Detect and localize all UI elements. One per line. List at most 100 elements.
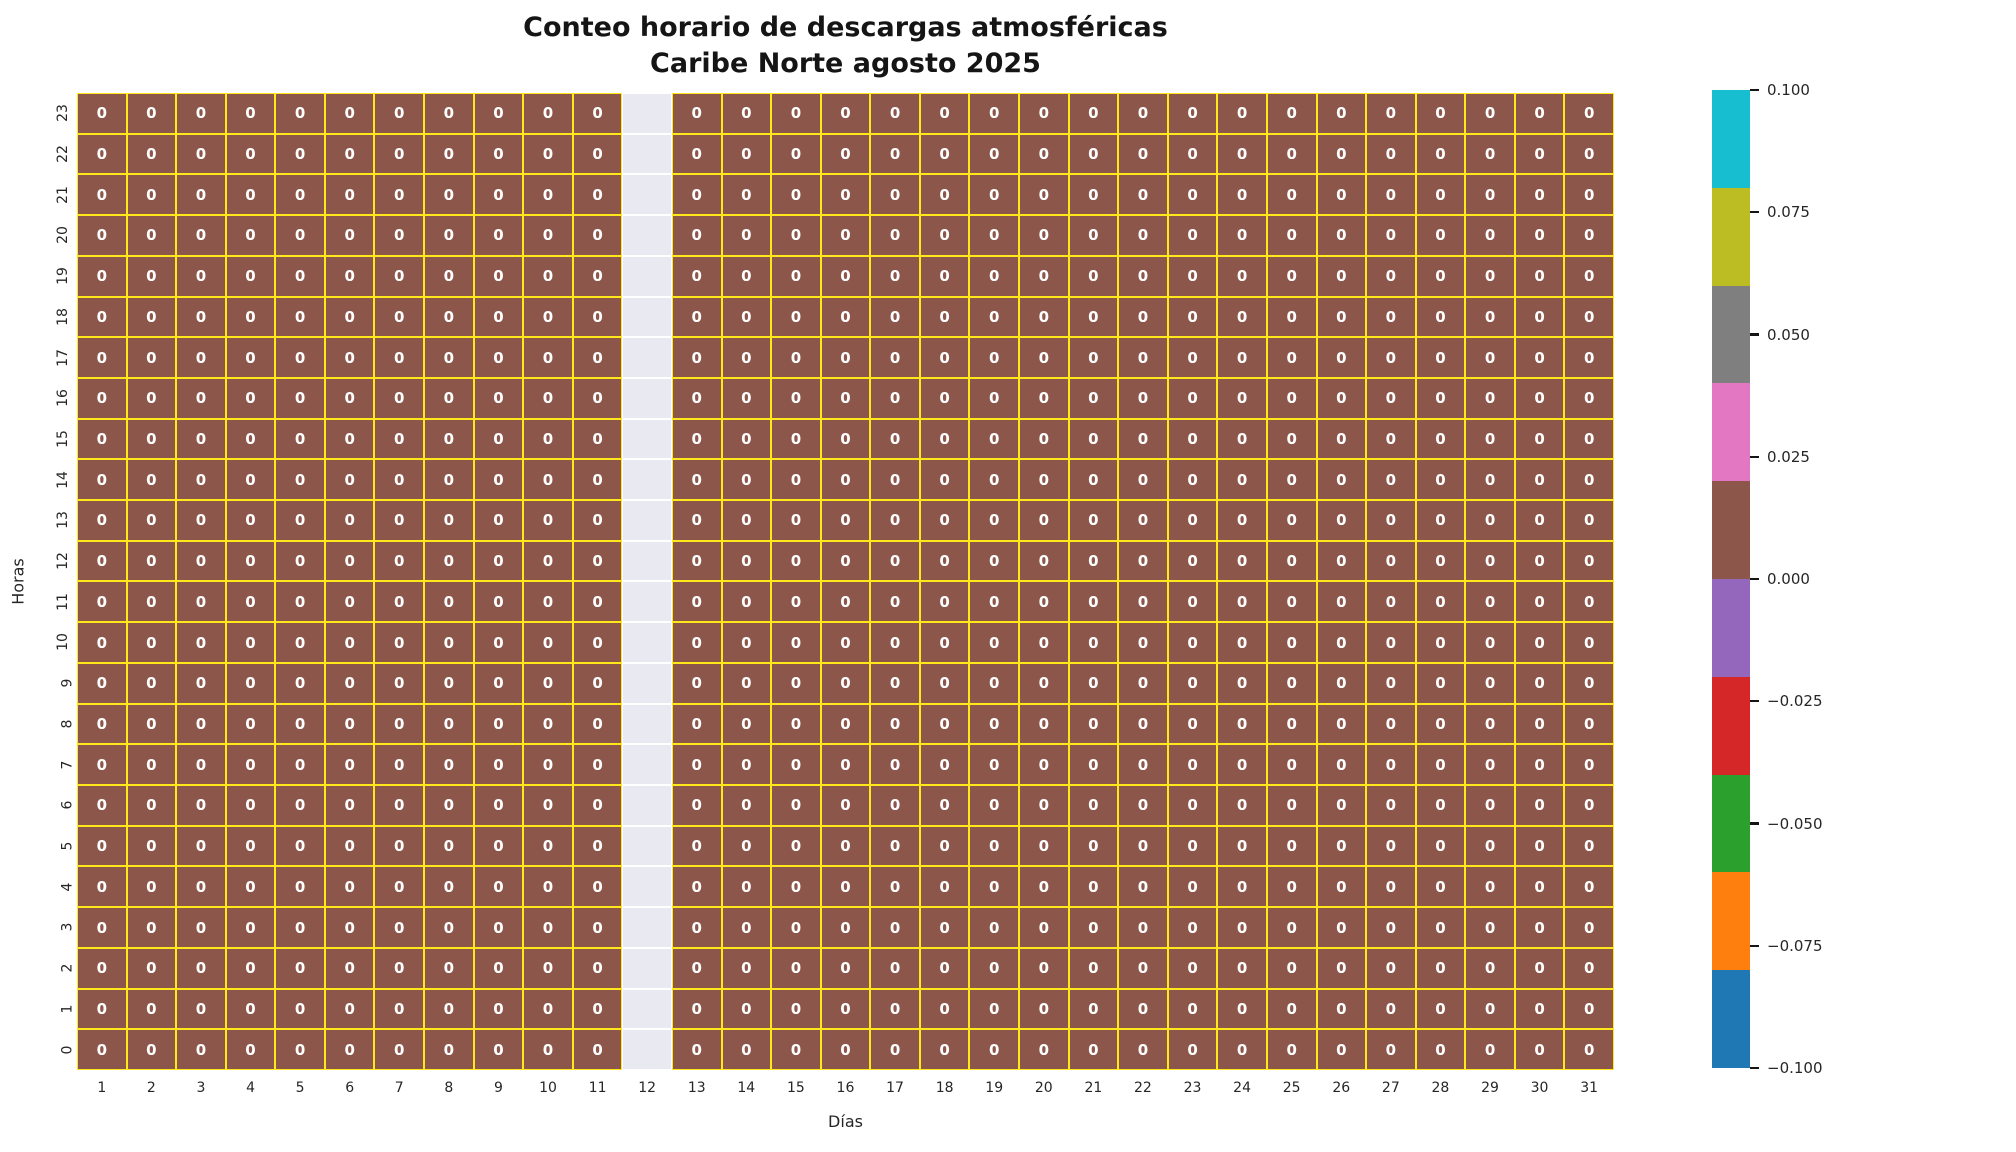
heatmap-cell: 0 [820, 703, 871, 745]
heatmap-cell: 0 [1564, 907, 1614, 948]
heatmap-cell: 0 [1217, 133, 1267, 175]
heatmap-cell: 0 [969, 988, 1020, 1030]
heatmap-cell: 0 [771, 255, 821, 297]
heatmap-cell: 0 [572, 662, 623, 704]
heatmap-cell [622, 377, 672, 419]
heatmap-cell: 0 [771, 93, 821, 134]
heatmap-cell: 0 [1266, 703, 1317, 745]
heatmap-cell: 0 [919, 622, 970, 663]
heatmap-cell: 0 [374, 459, 425, 501]
chart-title: Conteo horario de descargas atmosféricas… [77, 10, 1614, 81]
heatmap-cell: 0 [771, 907, 821, 948]
heatmap-cell: 0 [126, 662, 177, 704]
heatmap-cell: 0 [919, 296, 970, 338]
heatmap-cell: 0 [126, 93, 177, 134]
y-axis-label: Horas [8, 558, 28, 605]
heatmap-cell: 0 [77, 825, 127, 867]
colorbar-tick-mark [1750, 822, 1759, 825]
heatmap-cell: 0 [1019, 744, 1069, 786]
heatmap-cell: 0 [126, 377, 177, 419]
heatmap-cell: 0 [1217, 255, 1267, 297]
heatmap-cell: 0 [1465, 418, 1515, 460]
heatmap-cell: 0 [1019, 581, 1069, 623]
heatmap-cell: 0 [870, 825, 920, 867]
heatmap-cell: 0 [126, 581, 177, 623]
heatmap-cell: 0 [424, 296, 474, 338]
heatmap-cell: 0 [1167, 622, 1218, 663]
heatmap-cell: 0 [1366, 622, 1416, 663]
heatmap-cell: 0 [572, 418, 623, 460]
heatmap-cell: 0 [1068, 866, 1119, 908]
heatmap-cell: 0 [424, 337, 474, 378]
heatmap-cell: 0 [1316, 296, 1367, 338]
x-tick-label: 31 [1580, 1080, 1599, 1096]
heatmap-cell: 0 [1167, 174, 1218, 216]
heatmap-cell: 0 [1266, 947, 1317, 989]
heatmap-cell: 0 [1465, 93, 1515, 134]
heatmap-cell: 0 [1217, 785, 1267, 826]
x-tick-label: 19 [985, 1080, 1004, 1096]
heatmap-cell: 0 [1068, 1029, 1119, 1070]
heatmap-cell: 0 [1019, 174, 1069, 216]
heatmap-cell: 0 [1019, 662, 1069, 704]
heatmap-cell: 0 [870, 1029, 920, 1070]
heatmap-cell: 0 [1019, 825, 1069, 867]
heatmap-cell: 0 [1415, 337, 1466, 378]
heatmap-cell: 0 [275, 947, 325, 989]
heatmap-cell: 0 [275, 622, 325, 663]
heatmap-cell: 0 [1019, 133, 1069, 175]
heatmap-cell: 0 [870, 377, 920, 419]
heatmap-cell: 0 [126, 1029, 177, 1070]
heatmap-cell: 0 [324, 1029, 375, 1070]
heatmap-cell: 0 [721, 540, 772, 582]
heatmap-cell: 0 [374, 947, 425, 989]
colorbar-tick: 0.100 [1750, 81, 1810, 99]
heatmap-cell: 0 [820, 866, 871, 908]
heatmap-cell: 0 [1068, 540, 1119, 582]
heatmap-cell: 0 [1266, 174, 1317, 216]
heatmap-cell: 0 [473, 215, 524, 256]
heatmap-cell: 0 [919, 255, 970, 297]
heatmap-cell: 0 [1316, 337, 1367, 378]
heatmap-cell: 0 [1266, 459, 1317, 501]
heatmap-cell: 0 [1068, 622, 1119, 663]
heatmap-cell: 0 [275, 296, 325, 338]
heatmap-cell: 0 [176, 215, 226, 256]
heatmap-cell: 0 [1068, 133, 1119, 175]
heatmap-cell: 0 [1266, 744, 1317, 786]
heatmap-cell: 0 [324, 540, 375, 582]
colorbar-tick-mark [1750, 333, 1759, 336]
heatmap-cell: 0 [176, 744, 226, 786]
heatmap-cell: 0 [1316, 662, 1367, 704]
heatmap-cell: 0 [126, 540, 177, 582]
heatmap-cell: 0 [1316, 133, 1367, 175]
x-tick-label: 26 [1332, 1080, 1351, 1096]
heatmap-cell [622, 581, 672, 623]
heatmap-cell: 0 [1514, 133, 1565, 175]
heatmap-cell: 0 [523, 988, 573, 1030]
heatmap-cell: 0 [225, 255, 276, 297]
heatmap-cell: 0 [820, 296, 871, 338]
heatmap-cell: 0 [820, 581, 871, 623]
heatmap-cell: 0 [176, 133, 226, 175]
heatmap-cell: 0 [1068, 785, 1119, 826]
x-tick-label: 11 [588, 1080, 607, 1096]
heatmap-cell: 0 [919, 907, 970, 948]
heatmap-cell: 0 [572, 744, 623, 786]
heatmap-cell [622, 703, 672, 745]
heatmap-cell: 0 [1068, 459, 1119, 501]
heatmap-cell: 0 [176, 93, 226, 134]
heatmap-cell: 0 [523, 581, 573, 623]
heatmap-cell: 0 [969, 662, 1020, 704]
heatmap-cell: 0 [771, 296, 821, 338]
colorbar-tick: 0.050 [1750, 326, 1810, 344]
heatmap-cell: 0 [820, 174, 871, 216]
x-tick-label: 1 [97, 1080, 107, 1096]
heatmap-cell: 0 [473, 133, 524, 175]
heatmap-cell: 0 [225, 1029, 276, 1070]
heatmap-cell: 0 [671, 337, 722, 378]
heatmap-cell: 0 [324, 377, 375, 419]
heatmap-cell: 0 [572, 377, 623, 419]
heatmap-cell: 0 [523, 174, 573, 216]
